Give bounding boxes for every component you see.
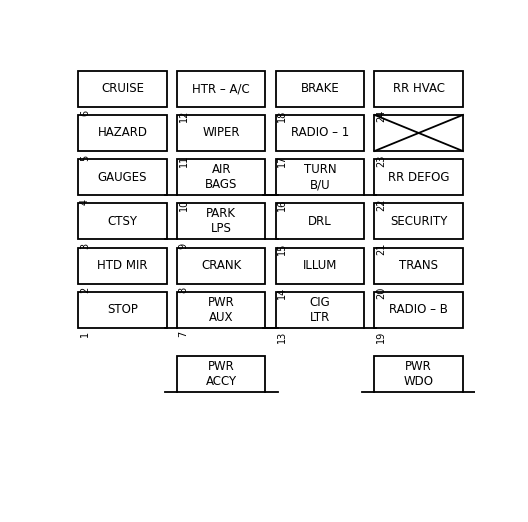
Text: 1: 1 (80, 331, 90, 337)
Bar (374, 204, 463, 240)
Bar (78, 70, 167, 107)
Text: 21: 21 (376, 243, 386, 255)
Text: 5: 5 (80, 155, 90, 161)
Text: HTR – A/C: HTR – A/C (192, 82, 250, 96)
Text: 12: 12 (178, 110, 188, 123)
Text: RADIO – 1: RADIO – 1 (291, 126, 349, 139)
Text: RADIO – B: RADIO – B (389, 303, 448, 316)
Text: 11: 11 (178, 155, 188, 167)
Bar (78, 292, 167, 328)
Bar (177, 292, 266, 328)
Bar (374, 292, 463, 328)
Text: 15: 15 (277, 243, 287, 255)
Text: 18: 18 (277, 110, 287, 122)
Text: HTD MIR: HTD MIR (97, 259, 148, 272)
Text: RR DEFOG: RR DEFOG (388, 171, 449, 184)
Text: BRAKE: BRAKE (300, 82, 340, 96)
Bar (177, 70, 266, 107)
Text: 4: 4 (80, 198, 90, 205)
Bar (276, 204, 364, 240)
Bar (177, 159, 266, 195)
Text: ILLUM: ILLUM (303, 259, 337, 272)
Bar (276, 70, 364, 107)
Bar (374, 247, 463, 284)
Text: 23: 23 (376, 155, 386, 167)
Text: 10: 10 (178, 198, 188, 211)
Bar (177, 115, 266, 151)
Text: 22: 22 (376, 198, 386, 211)
Text: CIG
LTR: CIG LTR (309, 296, 331, 324)
Text: STOP: STOP (107, 303, 138, 316)
Text: HAZARD: HAZARD (98, 126, 147, 139)
Text: 6: 6 (80, 110, 90, 116)
Text: CRUISE: CRUISE (101, 82, 144, 96)
Text: 2: 2 (80, 287, 90, 293)
Bar (78, 159, 167, 195)
Text: WIPER: WIPER (203, 126, 240, 139)
Text: 19: 19 (376, 331, 386, 343)
Text: PWR
AUX: PWR AUX (208, 296, 234, 324)
Text: 20: 20 (376, 287, 386, 299)
Bar (78, 115, 167, 151)
Bar (374, 159, 463, 195)
Text: CTSY: CTSY (108, 215, 137, 228)
Text: DRL: DRL (308, 215, 332, 228)
Bar (276, 115, 364, 151)
Text: AIR
BAGS: AIR BAGS (205, 163, 238, 191)
Text: RR HVAC: RR HVAC (393, 82, 445, 96)
Bar (374, 115, 463, 151)
Bar (78, 247, 167, 284)
Bar (276, 247, 364, 284)
Bar (78, 204, 167, 240)
Bar (177, 247, 266, 284)
Text: 24: 24 (376, 110, 386, 123)
Text: PWR
WDO: PWR WDO (404, 360, 433, 388)
Text: PARK
LPS: PARK LPS (206, 207, 236, 235)
Text: 17: 17 (277, 155, 287, 167)
Text: 14: 14 (277, 287, 287, 299)
Text: CRANK: CRANK (201, 259, 241, 272)
Text: 9: 9 (178, 243, 188, 249)
Text: 16: 16 (277, 198, 287, 211)
Text: GAUGES: GAUGES (98, 171, 147, 184)
Bar (177, 356, 266, 392)
Bar (374, 356, 463, 392)
Text: TURN
B/U: TURN B/U (304, 163, 336, 191)
Text: 7: 7 (178, 331, 188, 337)
Text: SECURITY: SECURITY (390, 215, 447, 228)
Text: PWR
ACCY: PWR ACCY (206, 360, 237, 388)
Bar (276, 292, 364, 328)
Text: TRANS: TRANS (399, 259, 438, 272)
Text: 3: 3 (80, 243, 90, 249)
Bar (276, 159, 364, 195)
Text: 13: 13 (277, 331, 287, 343)
Text: 8: 8 (178, 287, 188, 293)
Bar (177, 204, 266, 240)
Bar (374, 70, 463, 107)
